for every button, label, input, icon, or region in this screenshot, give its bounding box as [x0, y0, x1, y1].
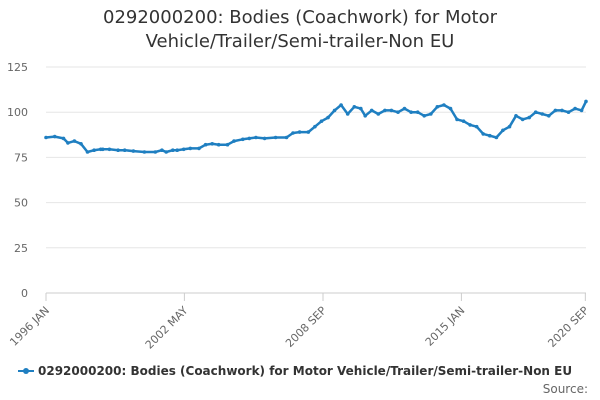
data-point: [181, 147, 186, 152]
data-point: [52, 134, 57, 139]
data-point: [122, 148, 127, 152]
data-point: [363, 114, 368, 118]
data-point: [402, 106, 407, 111]
data-point: [319, 119, 324, 123]
y-tick-label: 0: [21, 287, 28, 300]
data-point: [339, 103, 343, 107]
data-point: [389, 108, 394, 113]
data-point: [507, 124, 512, 129]
data-point: [422, 114, 427, 118]
data-point: [306, 130, 311, 134]
data-point: [232, 139, 236, 143]
data-point: [448, 106, 453, 111]
data-point: [501, 128, 505, 133]
data-point: [560, 108, 564, 113]
data-point: [216, 142, 221, 147]
data-point: [376, 112, 381, 116]
data-point: [533, 110, 538, 114]
data-point: [553, 108, 558, 113]
data-point: [203, 142, 208, 147]
data-point: [369, 108, 374, 113]
data-point: [584, 99, 588, 104]
x-tick-label: 2008 SEP: [283, 304, 329, 350]
y-tick-label: 50: [14, 197, 28, 210]
data-point: [153, 150, 158, 154]
data-point: [164, 150, 168, 154]
y-tick-label: 25: [14, 242, 28, 255]
legend-series-marker-icon: [18, 365, 34, 377]
data-point: [171, 148, 175, 152]
data-point: [188, 146, 193, 151]
data-point: [468, 123, 472, 127]
data-point: [566, 110, 571, 114]
data-point: [116, 148, 120, 152]
data-point: [345, 112, 350, 116]
x-tick-label: 2015 JAN: [423, 304, 468, 349]
chart-title: 0292000200: Bodies (Coachwork) for Motor…: [0, 6, 600, 54]
data-point: [415, 110, 420, 114]
x-tick-label: 1996 JAN: [7, 304, 52, 349]
data-point: [396, 110, 400, 114]
data-point: [210, 142, 214, 146]
data-point: [383, 108, 387, 113]
data-point: [313, 124, 317, 129]
data-point: [291, 131, 295, 135]
y-tick-label: 100: [7, 106, 28, 119]
data-point: [225, 142, 230, 147]
y-tick-label: 75: [14, 151, 28, 164]
data-point: [474, 124, 479, 129]
data-point: [514, 114, 518, 118]
y-tick-label: 125: [7, 61, 28, 74]
data-point: [61, 136, 66, 141]
data-point: [175, 148, 179, 152]
source-label[interactable]: Source:: [542, 382, 588, 396]
data-point: [494, 135, 499, 140]
chart-title-line-1: 0292000200: Bodies (Coachwork) for Motor: [103, 7, 497, 28]
data-point: [326, 115, 330, 120]
data-point: [359, 106, 363, 111]
data-point: [481, 132, 486, 136]
data-point: [527, 115, 531, 120]
data-point: [461, 119, 466, 123]
data-point: [455, 117, 459, 122]
legend-series-label: 0292000200: Bodies (Coachwork) for Motor…: [38, 364, 573, 378]
data-point: [297, 130, 302, 134]
data-point: [72, 139, 77, 143]
data-point: [247, 136, 252, 141]
data-point: [44, 135, 48, 140]
data-point: [409, 110, 413, 114]
data-point: [573, 106, 577, 111]
data-point: [101, 147, 105, 152]
data-point: [197, 146, 201, 151]
chart-title-line-2: Vehicle/Trailer/Semi-trailer-Non EU: [145, 31, 455, 52]
data-point: [488, 133, 492, 138]
data-point: [241, 137, 245, 142]
data-point: [107, 147, 112, 152]
data-point: [442, 103, 446, 107]
data-point: [520, 117, 525, 122]
data-point: [254, 135, 258, 140]
data-point: [85, 150, 90, 154]
data-point: [352, 105, 357, 109]
data-point: [435, 105, 440, 109]
x-tick-label: 2002 MAY: [143, 304, 191, 352]
chart-legend[interactable]: 0292000200: Bodies (Coachwork) for Motor…: [18, 364, 572, 378]
data-point: [92, 148, 96, 152]
data-point: [79, 142, 83, 146]
data-point: [429, 112, 433, 116]
data-point: [142, 150, 147, 154]
data-point: [332, 108, 337, 113]
data-point: [66, 141, 70, 145]
data-point: [579, 108, 584, 113]
data-point: [540, 112, 545, 116]
x-tick-label: 2020 SEP: [545, 304, 591, 350]
data-point: [547, 114, 551, 118]
data-point: [160, 148, 164, 152]
data-point: [131, 149, 136, 153]
data-point: [262, 136, 267, 141]
data-point: [273, 135, 278, 140]
data-point: [284, 135, 289, 140]
